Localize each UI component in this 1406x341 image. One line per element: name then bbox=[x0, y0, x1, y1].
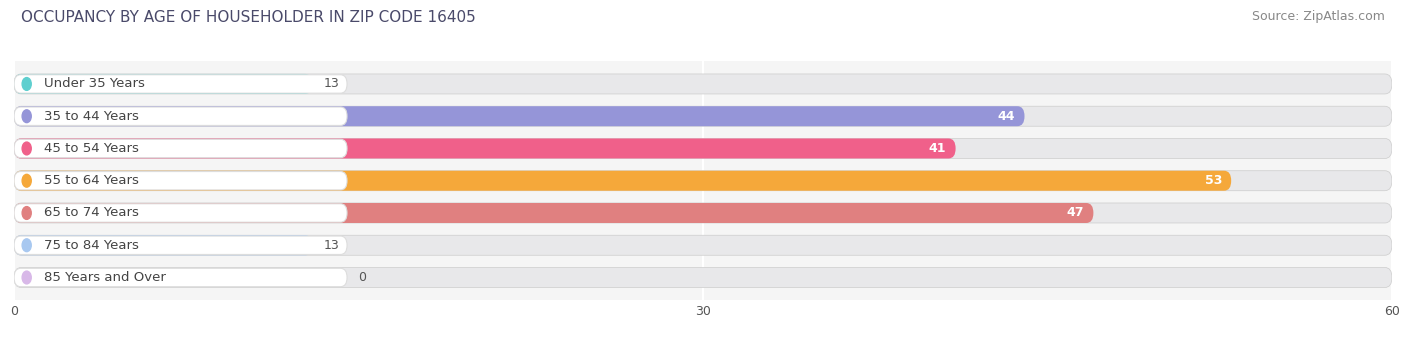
Text: 41: 41 bbox=[929, 142, 946, 155]
Circle shape bbox=[22, 207, 31, 219]
FancyBboxPatch shape bbox=[14, 235, 312, 255]
FancyBboxPatch shape bbox=[14, 236, 347, 254]
Circle shape bbox=[22, 239, 31, 252]
Text: 65 to 74 Years: 65 to 74 Years bbox=[44, 207, 139, 220]
Text: OCCUPANCY BY AGE OF HOUSEHOLDER IN ZIP CODE 16405: OCCUPANCY BY AGE OF HOUSEHOLDER IN ZIP C… bbox=[21, 10, 475, 25]
Text: 53: 53 bbox=[1205, 174, 1222, 187]
Text: Source: ZipAtlas.com: Source: ZipAtlas.com bbox=[1251, 10, 1385, 23]
FancyBboxPatch shape bbox=[14, 75, 347, 93]
Text: 47: 47 bbox=[1067, 207, 1084, 220]
Text: 35 to 44 Years: 35 to 44 Years bbox=[44, 110, 139, 123]
FancyBboxPatch shape bbox=[14, 203, 1392, 223]
Text: 55 to 64 Years: 55 to 64 Years bbox=[44, 174, 139, 187]
FancyBboxPatch shape bbox=[14, 203, 1094, 223]
Text: 44: 44 bbox=[998, 110, 1015, 123]
FancyBboxPatch shape bbox=[14, 171, 1232, 191]
Text: 85 Years and Over: 85 Years and Over bbox=[44, 271, 166, 284]
Text: 0: 0 bbox=[359, 271, 367, 284]
FancyBboxPatch shape bbox=[14, 268, 347, 287]
FancyBboxPatch shape bbox=[14, 106, 1025, 126]
Text: 45 to 54 Years: 45 to 54 Years bbox=[44, 142, 139, 155]
Circle shape bbox=[22, 77, 31, 90]
FancyBboxPatch shape bbox=[14, 74, 1392, 94]
FancyBboxPatch shape bbox=[14, 107, 347, 125]
FancyBboxPatch shape bbox=[14, 74, 312, 94]
Circle shape bbox=[22, 142, 31, 155]
Circle shape bbox=[22, 174, 31, 187]
Text: 13: 13 bbox=[325, 77, 340, 90]
Text: 13: 13 bbox=[325, 239, 340, 252]
FancyBboxPatch shape bbox=[14, 267, 1392, 287]
FancyBboxPatch shape bbox=[14, 138, 956, 159]
Circle shape bbox=[22, 110, 31, 123]
FancyBboxPatch shape bbox=[14, 172, 347, 190]
FancyBboxPatch shape bbox=[14, 171, 1392, 191]
FancyBboxPatch shape bbox=[14, 204, 347, 222]
Text: 75 to 84 Years: 75 to 84 Years bbox=[44, 239, 139, 252]
FancyBboxPatch shape bbox=[14, 139, 347, 158]
Circle shape bbox=[22, 271, 31, 284]
FancyBboxPatch shape bbox=[14, 106, 1392, 126]
FancyBboxPatch shape bbox=[14, 138, 1392, 159]
FancyBboxPatch shape bbox=[14, 235, 1392, 255]
Text: Under 35 Years: Under 35 Years bbox=[44, 77, 145, 90]
